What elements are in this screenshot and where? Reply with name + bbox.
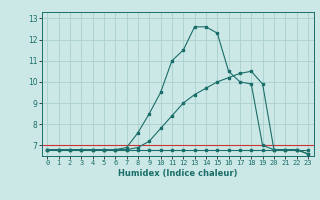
X-axis label: Humidex (Indice chaleur): Humidex (Indice chaleur) bbox=[118, 169, 237, 178]
